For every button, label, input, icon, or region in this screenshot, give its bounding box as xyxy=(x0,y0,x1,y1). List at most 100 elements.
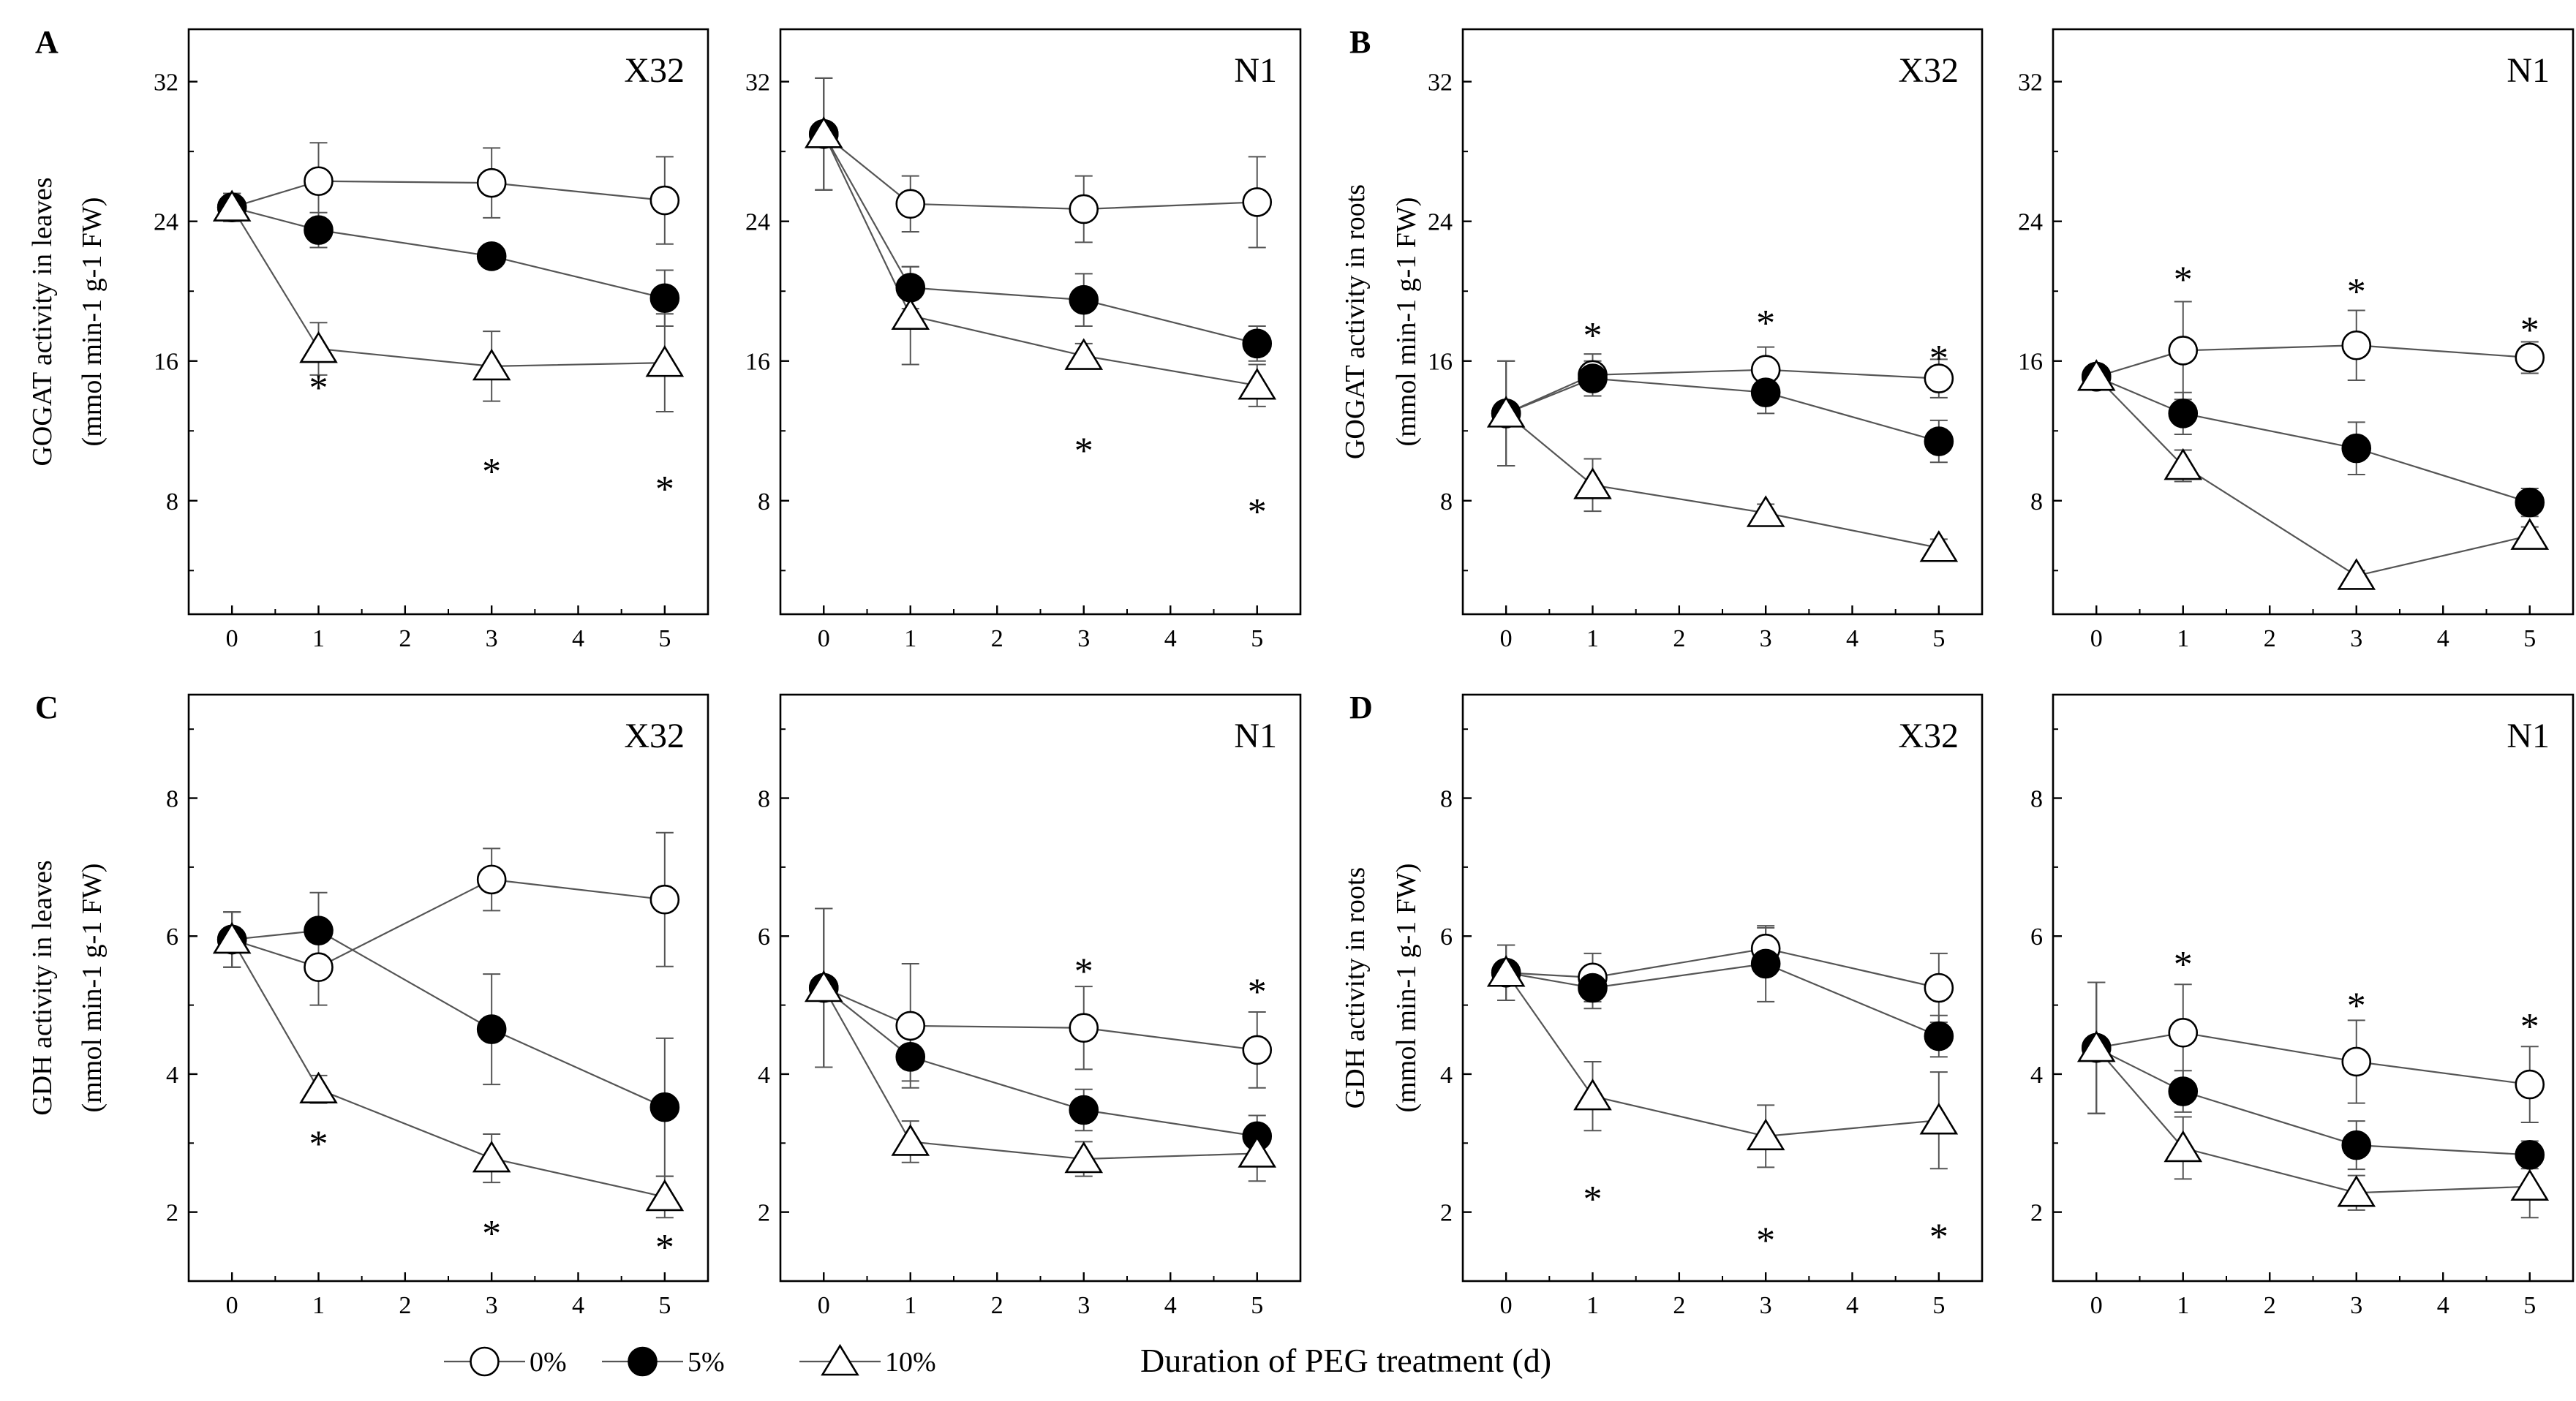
subplot-c-n1: 0 1 2 3 4 5 2 4 6 8 N1 * * xyxy=(758,693,1302,1319)
data-point-0pct xyxy=(1924,363,1954,393)
y-tick-label: 32 xyxy=(154,69,178,97)
legend: 0% 5% 10% xyxy=(444,1343,936,1378)
significance-star: * xyxy=(1074,431,1093,472)
x-tick-label: 5 xyxy=(2523,625,2536,652)
data-point-10pct xyxy=(1573,467,1612,499)
data-point-0pct xyxy=(304,952,334,982)
data-point-10pct xyxy=(2076,359,2116,391)
y-tick-label: 8 xyxy=(2030,786,2043,813)
data-point-10pct xyxy=(2337,558,2376,590)
x-tick-label: 5 xyxy=(1251,1292,1263,1319)
x-tick-label: 5 xyxy=(658,625,671,652)
significance-star: * xyxy=(1929,338,1948,379)
significance-star: * xyxy=(1583,1179,1603,1220)
y-tick-label: 6 xyxy=(758,924,770,951)
x-tick-label: 1 xyxy=(2177,1292,2189,1319)
significance-star: * xyxy=(2174,944,2193,986)
x-tick-label: 3 xyxy=(2350,1292,2362,1319)
x-tick-label: 5 xyxy=(2523,1292,2536,1319)
y-tick-label: 2 xyxy=(758,1200,770,1227)
data-point-10pct xyxy=(2510,1168,2550,1201)
panel-letter-c: C xyxy=(35,690,59,725)
series-line-10pct xyxy=(1505,972,1939,1137)
series-line-5pct xyxy=(232,929,666,1109)
data-point-10pct xyxy=(645,1179,685,1212)
series-line-10pct xyxy=(231,207,665,367)
y-axis-label-main: GOGAT activity in leaves xyxy=(27,177,58,466)
series-line-10pct xyxy=(2095,376,2530,577)
data-point-5pct xyxy=(1069,1095,1099,1125)
y-tick-label: 4 xyxy=(166,1062,178,1089)
data-point-5pct xyxy=(2515,487,2545,518)
x-tick-label: 3 xyxy=(1760,1292,1772,1319)
data-point-10pct xyxy=(2076,1030,2116,1062)
x-tick-label: 3 xyxy=(2350,625,2362,652)
series-line-0pct xyxy=(1505,369,1939,415)
data-point-5pct xyxy=(2341,1130,2372,1160)
cultivar-label: N1 xyxy=(1234,51,1277,90)
y-tick-label: 6 xyxy=(1440,924,1453,951)
significance-star: * xyxy=(2520,1006,2539,1048)
subplot-d-x32: 0 1 2 3 4 5 2 4 6 8 X32 * * * xyxy=(1440,693,1984,1319)
y-axis-label-unit: (mmol min-1 g-1 FW) xyxy=(77,864,108,1113)
data-point-5pct xyxy=(2168,1076,2199,1106)
data-point-0pct xyxy=(2341,330,2372,360)
data-point-10pct xyxy=(804,970,843,1002)
data-point-10pct xyxy=(891,298,930,330)
data-point-5pct xyxy=(476,1014,507,1044)
x-tick-label: 1 xyxy=(904,1292,916,1319)
x-tick-label: 0 xyxy=(226,1292,238,1319)
legend-marker xyxy=(628,1346,658,1377)
data-point-0pct xyxy=(1242,187,1273,217)
data-point-5pct xyxy=(1924,426,1954,456)
data-point-0pct xyxy=(649,185,680,216)
legend-label: 0% xyxy=(530,1347,567,1378)
data-point-5pct xyxy=(2341,433,2372,464)
data-point-0pct xyxy=(2515,342,2545,373)
data-point-0pct xyxy=(476,864,507,895)
y-tick-label: 8 xyxy=(2030,488,2043,516)
data-point-10pct xyxy=(1573,1079,1612,1111)
y-axis-label-unit: (mmol min-1 g-1 FW) xyxy=(1391,864,1422,1113)
x-tick-label: 0 xyxy=(226,625,238,652)
x-tick-label: 2 xyxy=(2264,1292,2276,1319)
x-tick-label: 1 xyxy=(312,1292,325,1319)
significance-star: * xyxy=(1756,303,1775,344)
y-tick-label: 2 xyxy=(2030,1200,2043,1227)
data-point-10pct xyxy=(299,331,338,363)
data-point-10pct xyxy=(1064,338,1104,370)
x-tick-label: 4 xyxy=(1164,625,1177,652)
x-tick-label: 1 xyxy=(1586,1292,1599,1319)
data-point-0pct xyxy=(476,167,507,198)
significance-star: * xyxy=(1074,951,1093,992)
data-point-10pct xyxy=(472,348,511,381)
y-tick-label: 4 xyxy=(1440,1062,1453,1089)
y-tick-label: 2 xyxy=(166,1200,178,1227)
y-axis-label-main: GOGAT activity in roots xyxy=(1340,184,1371,459)
data-point-0pct xyxy=(2168,1018,2199,1048)
series-line-0pct xyxy=(231,180,665,208)
cultivar-label: X32 xyxy=(624,51,685,90)
x-tick-label: 5 xyxy=(1932,625,1945,652)
series-line-0pct xyxy=(2096,1032,2530,1086)
data-point-10pct xyxy=(645,345,685,377)
data-point-10pct xyxy=(1746,495,1785,527)
legend-label: 10% xyxy=(885,1347,936,1378)
cultivar-label: N1 xyxy=(2507,717,2550,755)
data-point-0pct xyxy=(895,1011,926,1041)
cultivar-label: X32 xyxy=(1898,51,1959,90)
significance-star: * xyxy=(309,368,328,409)
x-axis-label: Duration of PEG treatment (d) xyxy=(1140,1342,1551,1379)
x-tick-label: 4 xyxy=(1846,625,1858,652)
x-tick-label: 1 xyxy=(312,625,325,652)
data-point-5pct xyxy=(1069,284,1099,315)
data-point-0pct xyxy=(895,189,926,219)
y-tick-label: 24 xyxy=(2018,209,2043,236)
data-point-0pct xyxy=(304,166,334,197)
x-tick-label: 2 xyxy=(2264,625,2276,652)
x-tick-label: 2 xyxy=(1673,1292,1685,1319)
significance-star: * xyxy=(1929,1217,1948,1258)
data-point-10pct xyxy=(804,116,843,148)
subplot-b-n1: 0 1 2 3 4 5 8 16 24 32 N1 * * * xyxy=(2018,28,2575,652)
significance-star: * xyxy=(2174,259,2193,301)
